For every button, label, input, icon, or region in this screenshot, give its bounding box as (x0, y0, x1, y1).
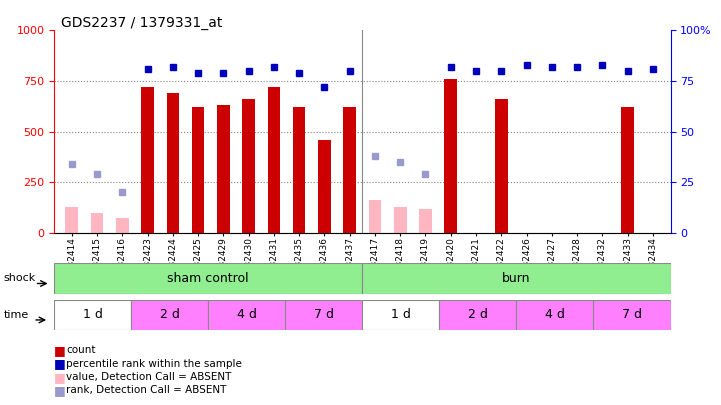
Text: sham control: sham control (167, 272, 249, 285)
Bar (267, 87, 280, 233)
Text: 4 d: 4 d (545, 308, 565, 322)
Text: ■: ■ (54, 384, 66, 397)
Text: GDS2237 / 1379331_at: GDS2237 / 1379331_at (61, 16, 223, 30)
Bar (141, 87, 154, 233)
Bar (192, 107, 204, 233)
Bar (242, 99, 255, 233)
Bar (362, 263, 671, 294)
Bar (91, 213, 103, 233)
Text: value, Detection Call = ABSENT: value, Detection Call = ABSENT (66, 372, 231, 382)
Bar (286, 300, 362, 330)
Bar (167, 93, 179, 233)
Bar (208, 300, 286, 330)
Bar (131, 300, 208, 330)
Bar (343, 107, 356, 233)
Bar (217, 105, 230, 233)
Text: burn: burn (502, 272, 531, 285)
Bar (293, 107, 306, 233)
Bar (54, 300, 131, 330)
Bar (54, 263, 362, 294)
Text: 1 d: 1 d (391, 308, 411, 322)
Bar (116, 218, 128, 233)
Bar (444, 79, 457, 233)
Text: 1 d: 1 d (83, 308, 102, 322)
Bar (362, 300, 439, 330)
Text: 2 d: 2 d (160, 308, 180, 322)
Bar (439, 300, 516, 330)
Text: rank, Detection Call = ABSENT: rank, Detection Call = ABSENT (66, 386, 226, 395)
Text: percentile rank within the sample: percentile rank within the sample (66, 359, 242, 369)
Text: 4 d: 4 d (236, 308, 257, 322)
Text: 7 d: 7 d (314, 308, 334, 322)
Bar (419, 209, 432, 233)
Text: time: time (4, 310, 29, 320)
Text: shock: shock (4, 273, 36, 283)
Bar (622, 107, 634, 233)
Bar (593, 300, 671, 330)
Bar (495, 99, 508, 233)
Text: ■: ■ (54, 371, 66, 384)
Text: ■: ■ (54, 344, 66, 357)
Bar (368, 200, 381, 233)
Bar (318, 140, 331, 233)
Text: ■: ■ (54, 357, 66, 370)
Bar (66, 207, 78, 233)
Bar (516, 300, 593, 330)
Text: 7 d: 7 d (622, 308, 642, 322)
Text: 2 d: 2 d (468, 308, 488, 322)
Bar (394, 207, 407, 233)
Text: count: count (66, 345, 96, 355)
